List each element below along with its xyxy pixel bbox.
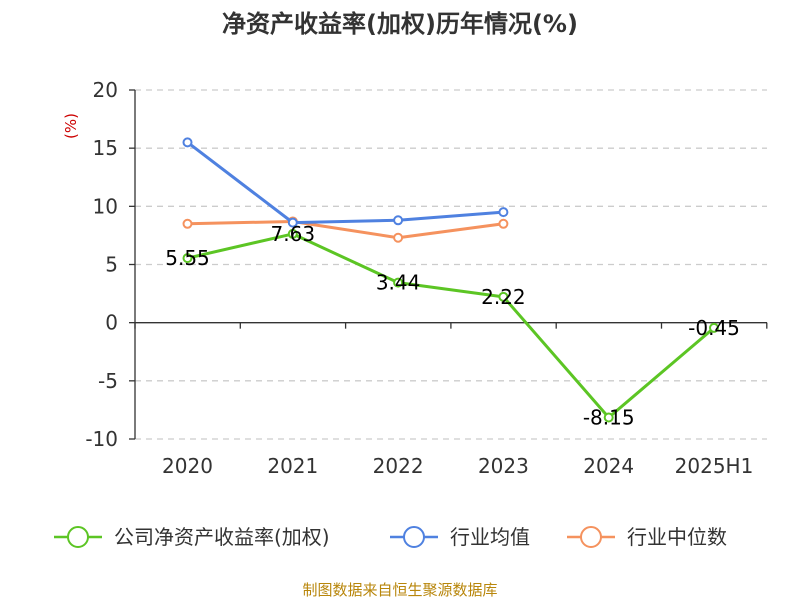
data-point <box>709 322 719 333</box>
data-point <box>498 207 509 218</box>
y-tick-label: -5 <box>98 369 118 393</box>
data-point <box>393 232 404 243</box>
data-label: -8.15 <box>583 405 635 429</box>
y-tick-label: 0 <box>105 311 118 335</box>
axes: 20 15 10 5 0 -5 -10 2020 2021 2022 2023 2024 2025H1 <box>85 78 768 478</box>
y-tick-label: 15 <box>93 136 118 160</box>
legend-label: 行业中位数 <box>627 525 727 549</box>
series-layer <box>182 137 719 423</box>
y-axis-unit: (%) <box>62 113 80 139</box>
data-point <box>182 218 193 229</box>
x-tick-label: 2022 <box>373 454 424 478</box>
data-label: -0.45 <box>688 316 740 340</box>
legend-marker <box>403 526 425 548</box>
data-point <box>287 217 298 228</box>
x-tick-label: 2024 <box>583 454 634 478</box>
data-point <box>393 215 404 226</box>
chart-title: 净资产收益率(加权)历年情况(%) <box>222 10 578 38</box>
x-tick-label: 2023 <box>478 454 529 478</box>
y-tick-label: 10 <box>93 194 118 218</box>
data-label: 7.63 <box>271 222 316 246</box>
legend-marker <box>67 526 89 548</box>
x-tick-label: 2021 <box>267 454 318 478</box>
series-line <box>187 232 715 419</box>
data-point <box>393 277 404 288</box>
legend: 公司净资产收益率(加权) 行业均值 行业中位数 <box>54 525 727 549</box>
data-point <box>182 253 193 264</box>
x-tick-label: 2025H1 <box>675 454 754 478</box>
y-tick-label: 20 <box>93 78 118 102</box>
legend-label: 行业均值 <box>450 525 530 549</box>
data-label: 5.55 <box>165 246 210 270</box>
data-labels: 5.55 7.63 3.44 2.22 -8.15 -0.45 <box>165 222 740 430</box>
y-tick-label: 5 <box>105 253 118 277</box>
source-note: 制图数据来自恒生聚源数据库 <box>302 581 497 599</box>
data-label: 3.44 <box>376 271 421 295</box>
data-label: 2.22 <box>481 285 526 309</box>
grid-lines <box>135 89 767 440</box>
data-point <box>603 412 614 423</box>
data-point <box>287 228 298 239</box>
x-tick-label: 2020 <box>162 454 213 478</box>
y-tick-label: -10 <box>85 427 118 451</box>
data-point <box>498 291 509 302</box>
series-line <box>187 219 504 240</box>
data-point <box>182 137 193 148</box>
series-line <box>186 141 504 225</box>
legend-label: 公司净资产收益率(加权) <box>114 525 330 549</box>
legend-marker <box>580 526 602 548</box>
data-point <box>498 218 509 229</box>
